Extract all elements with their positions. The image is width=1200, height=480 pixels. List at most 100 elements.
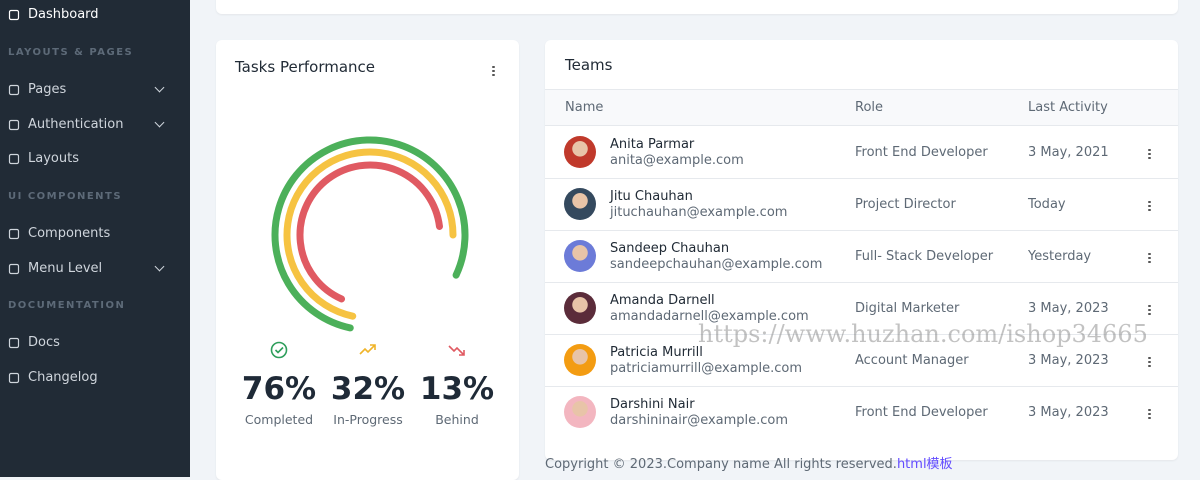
nav-label: Components	[28, 226, 111, 241]
avatar	[564, 136, 596, 168]
stat-icon	[270, 341, 288, 363]
role: Front End Developer	[855, 145, 988, 160]
nav-label: Layouts	[28, 151, 79, 166]
card-title: Tasks Performance	[235, 58, 376, 76]
role: Front End Developer	[855, 405, 988, 420]
chevron	[154, 117, 165, 128]
nav-icon	[8, 84, 20, 95]
nav-icon	[8, 119, 20, 130]
column-header: Last Activity	[1028, 100, 1108, 115]
row-divider	[545, 282, 1178, 283]
gauge-arc	[296, 161, 443, 303]
member-email: amandadarnell@example.com	[610, 309, 809, 324]
nav-label: Dashboard	[28, 7, 99, 22]
avatar	[564, 396, 596, 428]
nav-item[interactable]: Pages	[8, 82, 66, 97]
row-menu[interactable]	[1148, 407, 1152, 421]
card-title: Teams	[565, 56, 613, 74]
row-menu[interactable]	[1148, 199, 1152, 213]
member-name: Patricia Murrill	[610, 345, 703, 360]
role: Account Manager	[855, 353, 969, 368]
nav-icon	[8, 153, 20, 164]
menu-button[interactable]	[492, 64, 496, 78]
chevron	[154, 261, 165, 272]
role: Digital Marketer	[855, 301, 960, 316]
role: Full- Stack Developer	[855, 249, 994, 264]
stat-value: 13%	[419, 371, 495, 407]
nav-icon	[8, 337, 20, 348]
tasks-card: Tasks Performance 76% Completed 32% In-Prog…	[216, 40, 519, 480]
table-header	[545, 89, 1178, 126]
icon	[448, 345, 465, 356]
last-activity: 3 May, 2023	[1028, 301, 1109, 316]
nav-item[interactable]: Menu Level	[8, 261, 102, 276]
footer-text: Copyright © 2023.Company name All rights…	[545, 457, 897, 472]
nav-item[interactable]: Components	[8, 226, 110, 241]
member-name: Darshini Nair	[610, 397, 695, 412]
row-divider	[545, 334, 1178, 335]
role: Project Director	[855, 197, 956, 212]
nav-icon	[8, 228, 20, 239]
stat-label: In-Progress	[333, 412, 403, 427]
icon	[359, 344, 376, 355]
avatar	[564, 240, 596, 272]
nav-label: Authentication	[28, 117, 124, 132]
member-email: darshininair@example.com	[610, 413, 789, 428]
nav-item[interactable]: Authentication	[8, 117, 123, 132]
nav-item[interactable]: Changelog	[8, 370, 98, 385]
last-activity: 3 May, 2023	[1028, 405, 1109, 420]
nav-label: Docs	[28, 335, 60, 350]
stat-label: Completed	[244, 412, 314, 427]
avatar	[564, 292, 596, 324]
teams-card: Teams Name Role Last Activity Anita Parmar a…	[545, 40, 1178, 460]
row-menu[interactable]	[1148, 303, 1152, 317]
section-heading: DOCUMENTATION	[8, 300, 126, 311]
sidebar: Dashboard LAYOUTS & PAGES Pages Authenticat…	[0, 0, 190, 477]
member-name: Amanda Darnell	[610, 293, 715, 308]
gauge	[271, 136, 469, 332]
nav-icon	[8, 263, 20, 274]
nav-label: Changelog	[28, 370, 98, 385]
row-menu[interactable]	[1148, 251, 1152, 265]
member-email: anita@example.com	[610, 153, 744, 168]
member-email: jituchauhan@example.com	[610, 205, 788, 220]
stat-value: 32%	[330, 371, 406, 407]
gauge-arc	[283, 148, 457, 320]
stat-icon	[448, 341, 466, 363]
footer-link[interactable]: html模板	[896, 457, 953, 472]
stat-value: 76%	[241, 371, 317, 407]
footer: Copyright © 2023.Company name All rights…	[545, 453, 953, 472]
nav-item[interactable]: Dashboard	[8, 7, 99, 22]
column-header: Name	[565, 100, 604, 115]
nav-label: Pages	[28, 82, 67, 97]
section-heading: LAYOUTS & PAGES	[8, 47, 134, 58]
avatar	[564, 188, 596, 220]
stat-icon	[359, 341, 377, 363]
watermark: https://www.huzhan.com/ishop34665	[698, 320, 1148, 348]
member-name: Anita Parmar	[610, 137, 695, 152]
member-name: Sandeep Chauhan	[610, 241, 730, 256]
nav-item[interactable]: Layouts	[8, 151, 79, 166]
chevron	[154, 82, 165, 93]
row-divider	[545, 230, 1178, 231]
gauge-arc	[271, 136, 469, 332]
nav-label: Menu Level	[28, 261, 103, 276]
member-name: Jitu Chauhan	[610, 189, 693, 204]
last-activity: Today	[1028, 197, 1066, 212]
section-heading: UI COMPONENTS	[8, 191, 123, 202]
last-activity: 3 May, 2021	[1028, 145, 1109, 160]
member-email: patriciamurrill@example.com	[610, 361, 803, 376]
stat-label: Behind	[435, 412, 479, 427]
icon	[270, 341, 288, 359]
avatar	[564, 344, 596, 376]
member-email: sandeepchauhan@example.com	[610, 257, 823, 272]
nav-icon	[8, 9, 20, 20]
nav-item[interactable]: Docs	[8, 335, 60, 350]
row-menu[interactable]	[1148, 147, 1152, 161]
last-activity: Yesterday	[1028, 249, 1092, 264]
last-activity: 3 May, 2023	[1028, 353, 1109, 368]
row-divider	[545, 178, 1178, 179]
top-card	[216, 0, 1178, 14]
row-menu[interactable]	[1148, 355, 1152, 369]
